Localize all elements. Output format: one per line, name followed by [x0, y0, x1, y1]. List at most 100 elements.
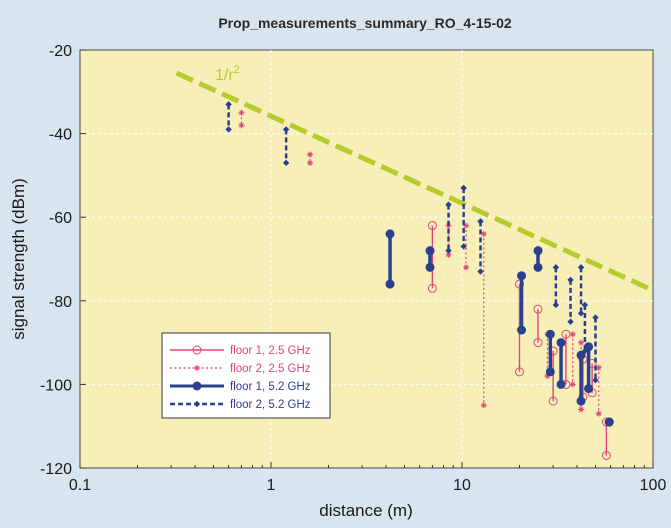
data-point	[552, 301, 560, 309]
legend-label-floor2-52: floor 2, 5.2 GHz	[230, 399, 311, 411]
star-stroke	[446, 252, 451, 258]
x-tick-label: 0.1	[69, 477, 91, 494]
data-point	[567, 318, 574, 325]
data-point	[192, 345, 202, 355]
data-point	[425, 246, 435, 256]
legend-samples	[170, 345, 224, 408]
data-point	[584, 384, 594, 394]
data-point	[578, 406, 585, 413]
data-point	[192, 381, 202, 391]
data-point	[592, 314, 599, 321]
data-point	[460, 243, 467, 250]
data-point	[460, 184, 467, 192]
data-point	[445, 247, 452, 254]
data-point	[427, 221, 437, 231]
reference-line-label-base: 1/r	[215, 67, 234, 84]
legend: floor 1, 2.5 GHz floor 2, 2.5 GHz floor …	[161, 332, 331, 419]
legend-label-floor2-25: floor 2, 2.5 GHz	[230, 363, 311, 375]
data-point	[601, 450, 611, 460]
star-stroke	[239, 122, 244, 128]
data-point	[480, 230, 487, 237]
star-stroke	[463, 223, 469, 228]
series-3	[225, 101, 599, 384]
data-point	[592, 377, 599, 384]
y-tick-label: -40	[49, 127, 72, 144]
star-stroke	[463, 265, 469, 270]
x-tick-label: 100	[640, 477, 667, 494]
data-point	[533, 338, 543, 348]
data-point	[385, 229, 395, 239]
y-tick-label: -60	[49, 210, 72, 227]
data-point	[533, 304, 543, 314]
star-stroke	[239, 110, 244, 116]
x-tick-label: 1	[267, 477, 276, 494]
y-tick-label: -80	[49, 294, 72, 311]
data-point	[533, 262, 543, 272]
reference-line-label: 1/r2	[215, 64, 240, 84]
star-stroke	[596, 411, 602, 417]
data-point	[556, 338, 566, 348]
data-point	[306, 151, 313, 158]
data-marks	[225, 101, 614, 460]
chart-title: Prop_measurements_summary_RO_4-15-02	[218, 15, 512, 31]
data-point	[604, 417, 614, 427]
data-point	[595, 410, 602, 417]
data-point	[193, 400, 201, 408]
data-point	[545, 367, 555, 377]
data-point	[225, 126, 232, 133]
y-axis-label: signal strength (dBm)	[9, 178, 28, 340]
y-tick-label: -100	[40, 377, 72, 394]
data-point	[581, 301, 589, 309]
star-stroke	[481, 402, 487, 408]
data-point	[514, 367, 524, 377]
data-point	[514, 279, 524, 289]
x-axis-label: distance (m)	[319, 501, 413, 520]
x-tick-label: 10	[453, 477, 471, 494]
data-point	[194, 365, 200, 371]
data-point	[427, 283, 437, 293]
legend-label-floor1-25: floor 1, 2.5 GHz	[230, 345, 311, 357]
data-point	[238, 122, 245, 129]
series-2	[385, 229, 614, 427]
data-point	[552, 264, 560, 271]
data-point	[577, 310, 585, 317]
data-point	[385, 279, 395, 289]
data-point	[225, 101, 232, 108]
data-point	[477, 218, 484, 225]
star-stroke	[578, 407, 584, 412]
data-point	[463, 264, 470, 271]
data-point	[517, 271, 527, 281]
reference-line-label-superscript: 2	[234, 64, 240, 76]
y-tick-label: -20	[49, 43, 72, 60]
data-point	[569, 381, 576, 388]
data-point	[584, 342, 594, 352]
data-point	[595, 364, 602, 371]
data-point	[282, 126, 290, 133]
reference-line	[175, 70, 655, 293]
data-point	[477, 268, 484, 275]
axis-ticks: 0.1 1 10 100 -120 -100 -80 -60 -40 -20	[40, 43, 666, 494]
data-point	[425, 262, 435, 272]
data-point	[578, 339, 585, 346]
data-point	[577, 264, 585, 271]
data-point	[576, 350, 586, 360]
data-point	[556, 379, 566, 389]
star-stroke	[596, 365, 602, 371]
star-stroke	[578, 340, 584, 345]
series-0	[427, 221, 611, 460]
star-stroke	[307, 152, 313, 157]
data-point	[545, 329, 555, 339]
legend-label-floor1-52: floor 1, 5.2 GHz	[230, 381, 311, 393]
data-point	[517, 325, 527, 335]
data-point	[548, 396, 558, 406]
data-point	[533, 246, 543, 256]
star-stroke	[481, 231, 487, 237]
star-stroke	[307, 160, 313, 166]
star-stroke	[570, 382, 576, 387]
y-tick-label: -120	[40, 461, 72, 478]
data-point	[581, 347, 589, 355]
reference-line-group: 1/r2	[175, 64, 655, 293]
data-point	[238, 109, 245, 116]
